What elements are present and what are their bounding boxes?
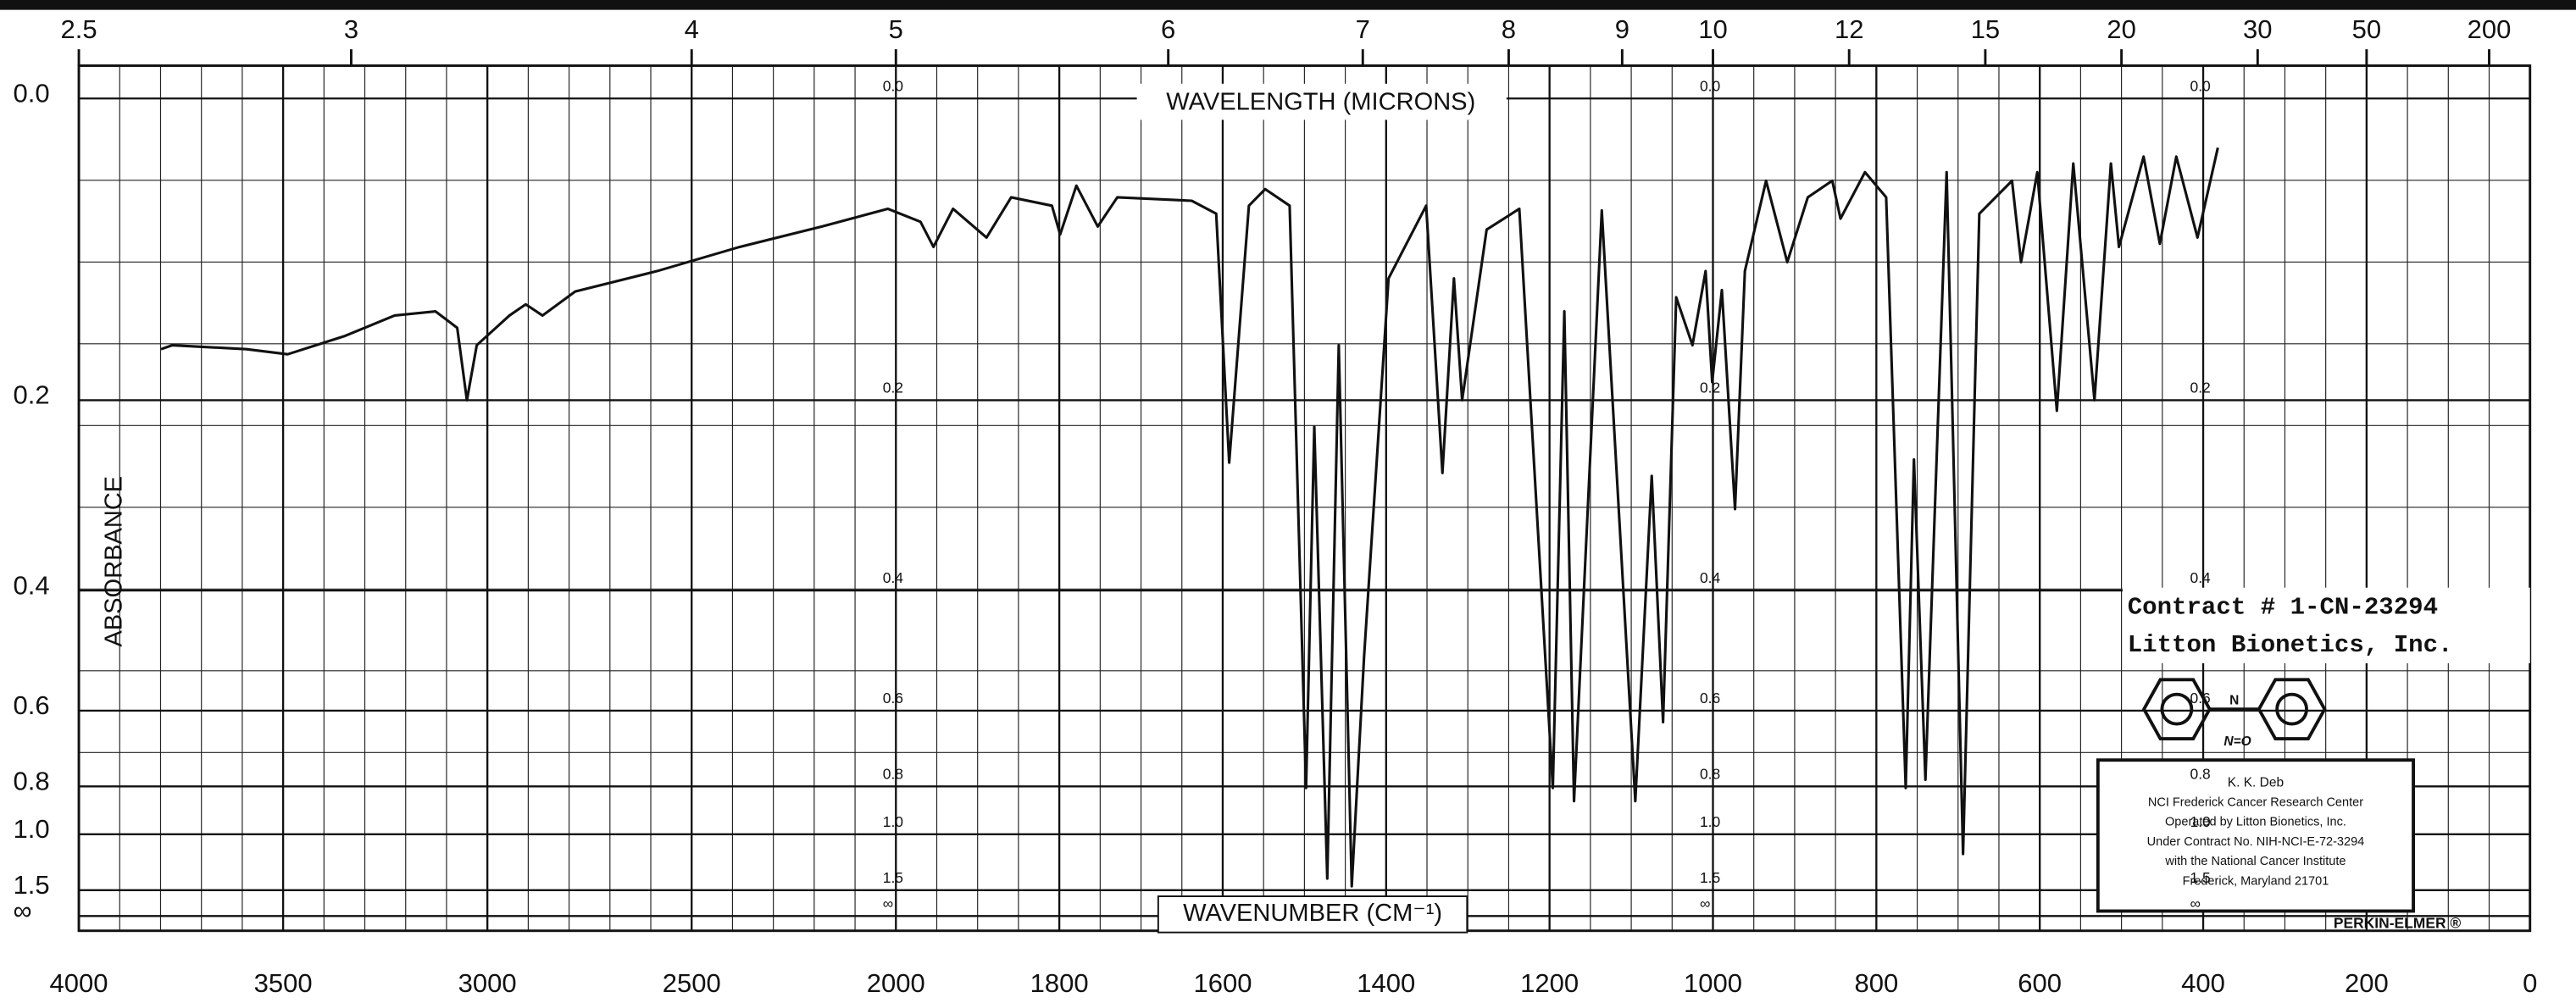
inner-scale-label: 0.2 [883,379,903,396]
top-bar [0,0,2576,10]
x2-tick-label: 50 [2352,14,2381,44]
structure-label: N [2229,694,2239,708]
x-tick-label: 4000 [50,968,108,998]
inner-scale-label: 0.6 [2190,690,2211,707]
stamp-line: Under Contract No. NIH-NCI-E-72-3294 [2147,835,2365,849]
inner-scale-label: ∞ [883,895,893,912]
y-tick-label: 0.2 [14,380,50,410]
x-tick-label: 400 [2181,968,2225,998]
y-tick-label: 0.6 [14,690,50,720]
contract-line: Contract # 1-CN-23294 [2128,594,2438,622]
inner-scale-label: 1.5 [883,869,903,886]
stamp-line: with the National Cancer Institute [2164,855,2346,868]
inner-scale-label: ∞ [2190,895,2201,912]
brand: PERKIN-ELMER ® [2334,915,2462,932]
contract-label: Contract # 1-CN-23294 Litton Bionetics, … [2122,587,2530,663]
y-tick-label: 1.0 [14,814,50,844]
inner-scale-label: 0.0 [2190,77,2212,94]
x-tick-label: 1400 [1357,968,1415,998]
x-title-bg [1157,895,1468,934]
x-tick-label: 600 [2018,968,2062,998]
x2-tick-label: 8 [1502,14,1516,44]
contract-line: Litton Bionetics, Inc. [2128,631,2453,659]
x-tick-label: 2500 [663,968,721,998]
inner-scale-label: ∞ [1700,895,1710,912]
x-tick-label: 1600 [1193,968,1252,998]
stamp-line: Frederick, Maryland 21701 [2183,874,2329,888]
aromatic-circle [2275,692,2308,726]
aromatic-circle [2160,692,2194,726]
inner-scale-label: 1.0 [883,813,904,830]
inner-scale-label: 0.0 [1700,77,1721,94]
x-tick-label: 200 [2345,968,2389,998]
y-tick-label: ∞ [14,896,32,926]
inner-scale-label: 0.4 [1700,569,1721,586]
x-tick-label: 1200 [1520,968,1579,998]
inner-scale-label: 0.4 [883,569,904,586]
x2-tick-label: 3 [344,14,358,44]
x2-tick-label: 7 [1356,14,1370,44]
structure-label: N=O [2223,734,2251,749]
inner-scale-label: 0.6 [883,690,903,707]
x-tick-label: 1000 [1684,968,1742,998]
x2-tick-label: 30 [2243,14,2272,44]
inner-scale-label: 0.0 [883,77,904,94]
x2-title-bg [1136,83,1507,120]
x-tick-label: 800 [1854,968,1898,998]
x-tick-label: 3000 [458,968,517,998]
x2-tick-label: 10 [1698,14,1727,44]
x2-tick-label: 12 [1835,14,1863,44]
stamp-line: NCI Frederick Cancer Research Center [2148,795,2363,809]
x2-tick-label: 20 [2107,14,2135,44]
x2-tick-label: 2.5 [61,14,97,44]
stamp-line: Operated by Litton Bionetics, Inc. [2165,816,2346,829]
inner-scale-label: 1.5 [1700,869,1720,886]
stamp-line: K. K. Deb [2228,775,2284,790]
stamp-box [2096,758,2415,913]
inner-scale-label: 0.6 [1700,690,1720,707]
inner-scale-label: 0.2 [2190,379,2211,396]
y-title: ABSORBANCE [100,476,127,647]
inner-scale-label: 0.2 [1700,379,1720,396]
spectrum-line [160,147,2219,888]
structure [2141,678,2327,740]
x-tick-label: 1800 [1030,968,1089,998]
x-tick-label: 2000 [867,968,925,998]
stamp [2096,758,2415,913]
x2-tick-label: 6 [1161,14,1175,44]
inner-scale-label: 1.5 [2190,869,2211,886]
y-tick-label: 1.5 [14,870,50,900]
x2-title: WAVELENGTH (MICRONS) [1166,89,1475,116]
inner-scale-label: 0.8 [883,765,903,782]
x-tick-label: 3500 [254,968,313,998]
y-tick-label: 0.0 [14,79,50,108]
contract-bg [2122,587,2530,663]
y-tick-label: 0.4 [14,570,50,600]
inner-scale-label: 0.8 [2190,765,2211,782]
inner-scale-label: 0.4 [2190,569,2212,586]
x2-tick-label: 9 [1615,14,1629,44]
x-tick-label: 0 [2523,968,2537,998]
benzene-ring [2257,678,2327,740]
x2-tick-label: 15 [1971,14,2000,44]
x2-tick-label: 200 [2468,14,2512,44]
inner-scale-label: 0.8 [1700,765,1720,782]
x2-tick-label: 5 [889,14,903,44]
y-tick-label: 0.8 [14,767,50,796]
inner-scale-label: 1.0 [1700,813,1721,830]
x-title: WAVENUMBER (CM⁻¹) [1183,900,1442,927]
x2-tick-label: 4 [685,14,699,44]
inner-scale-label: 1.0 [2190,813,2212,830]
